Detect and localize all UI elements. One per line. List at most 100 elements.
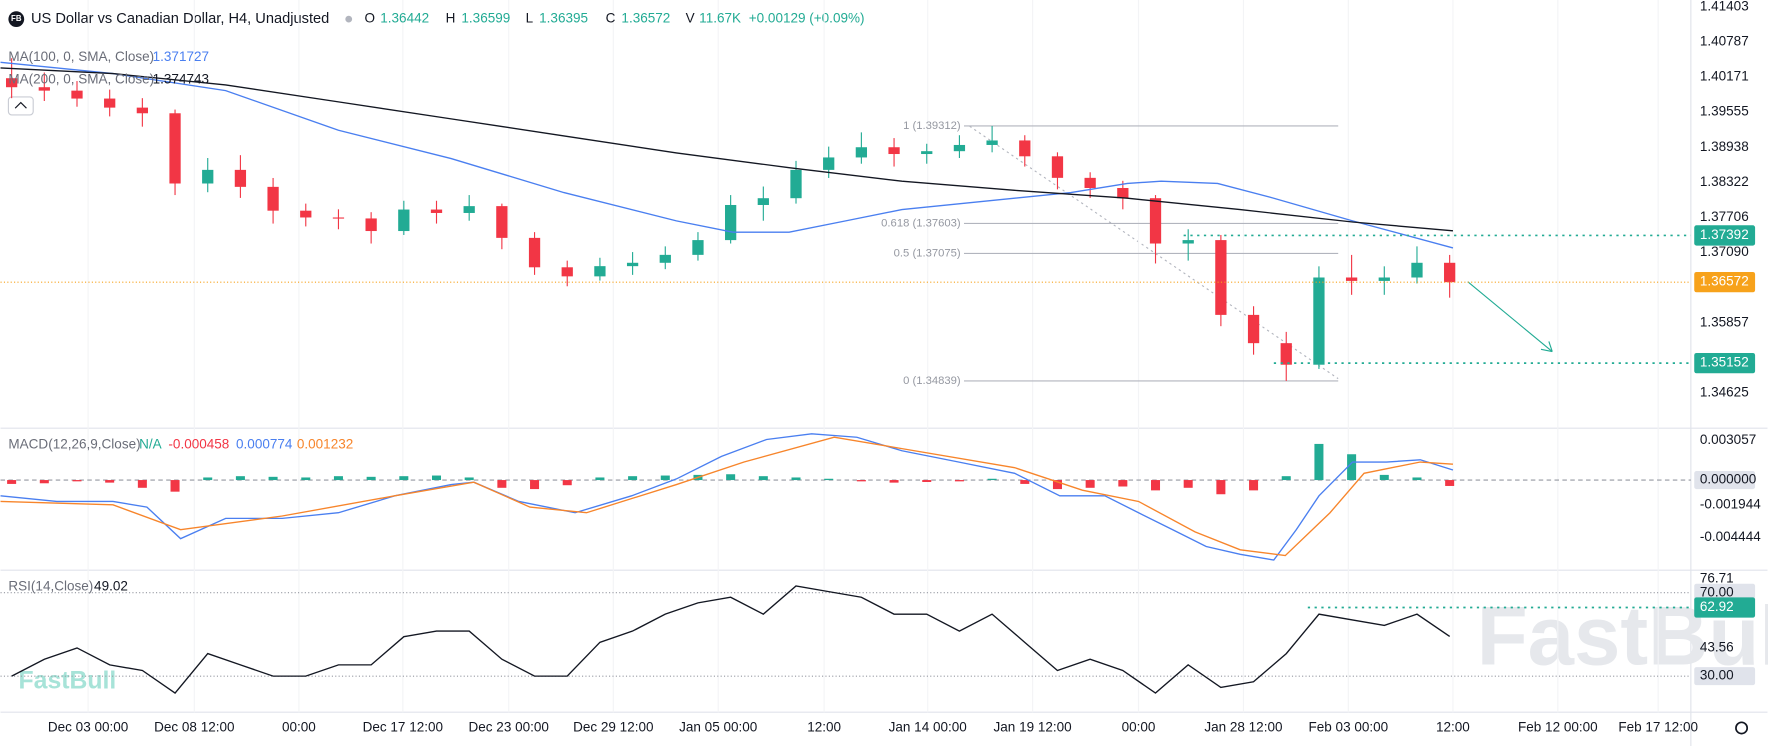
moving-average-line (0, 67, 1454, 232)
candle-body (855, 147, 868, 158)
y-tick-label: 1.37706 (1700, 209, 1749, 224)
price-label: 1.35152 (1700, 355, 1749, 370)
candle-body (561, 267, 573, 277)
histogram-bar (1412, 477, 1422, 481)
candle-body (659, 254, 671, 263)
x-tick-label: 12:00 (807, 720, 841, 735)
histogram-bar (203, 477, 213, 481)
x-tick-label: Feb 12 00:00 (1518, 720, 1598, 735)
price-label: 1.37392 (1700, 227, 1749, 242)
candle-body (463, 206, 475, 213)
histogram-bar (301, 477, 311, 481)
histogram-bar (758, 476, 768, 481)
candle-body (1215, 240, 1227, 315)
histogram-bar (1347, 454, 1357, 481)
legend-name: MA(200, 0, SMA, Close) (8, 72, 154, 87)
collapse-button[interactable] (7, 96, 34, 116)
price-label: 62.92 (1700, 599, 1734, 614)
legend-value: 0.001232 (297, 437, 353, 452)
y-tick-label: 43.56 (1700, 639, 1734, 654)
legend-value: 49.02 (94, 579, 128, 594)
y-tick-label: 1.38322 (1700, 174, 1749, 189)
indicator-status: N/A (139, 437, 162, 452)
candle-body (888, 147, 900, 155)
candle-body (5, 78, 18, 88)
candle-body (430, 209, 443, 213)
histogram-value: -0.000458 (168, 437, 229, 452)
histogram-bar (1052, 480, 1062, 490)
fib-label: 0.618 (1.37603) (881, 217, 961, 229)
ohlc-name: V (686, 11, 695, 26)
histogram-bar (889, 480, 899, 483)
x-tick-label: Feb 03 00:00 (1309, 720, 1389, 735)
price-label-box (1694, 272, 1756, 293)
legend-value: 1.374743 (153, 72, 209, 87)
candle-body (1182, 240, 1194, 244)
fib-label: 1 (1.39312) (903, 120, 961, 132)
histogram-bar (922, 480, 932, 482)
histogram-bar (1183, 480, 1193, 488)
ohlc-value: 1.36599 (461, 11, 510, 26)
candle-body (71, 90, 83, 99)
candle-body (202, 169, 214, 184)
histogram-bar (1151, 480, 1161, 491)
x-tick-label: Dec 17 12:00 (363, 720, 443, 735)
symbol-icon-text: FB (11, 14, 22, 23)
histogram-bar (1314, 443, 1324, 481)
candle-body (1084, 177, 1096, 188)
y-tick-label: 30.00 (1700, 668, 1734, 683)
macd-line (0, 436, 1454, 557)
change: +0.00129 (+0.09%) (749, 11, 865, 26)
histogram-bar (1249, 480, 1259, 491)
candle-body (1019, 140, 1031, 157)
histogram-bar (726, 474, 736, 481)
ohlc-name: L (526, 11, 534, 26)
histogram-bar (1379, 474, 1389, 481)
y-tick-box (1694, 471, 1756, 490)
candle-body (626, 262, 639, 267)
moving-average-line (0, 61, 1454, 249)
status-dot (345, 15, 353, 23)
histogram-bar (791, 477, 801, 481)
candle-body (169, 113, 181, 184)
indicator-title: MACD(12,26,9,Close) (8, 437, 140, 452)
forecast-arrow (1467, 281, 1553, 353)
candle-body (104, 98, 116, 108)
candle-body (921, 151, 933, 155)
legend-value: 1.371727 (153, 49, 209, 64)
symbol-icon (8, 11, 25, 28)
x-tick-label: 00:00 (282, 720, 316, 735)
histogram-bar (562, 480, 572, 486)
histogram-bar (1118, 480, 1128, 487)
y-tick-label: 1.40787 (1700, 33, 1749, 48)
x-tick-label: Feb 17 12:00 (1618, 720, 1698, 735)
candle-body (234, 169, 247, 187)
x-tick-label: Jan 05 00:00 (679, 720, 757, 735)
settings-button[interactable] (1735, 721, 1749, 735)
histogram-bar (824, 478, 834, 481)
indicator-title: RSI(14,Close) (8, 579, 93, 594)
histogram-bar (7, 480, 17, 484)
fib-label: 0 (1.34839) (903, 375, 961, 387)
candle-body (1247, 314, 1260, 344)
legend-name: MA(100, 0, SMA, Close) (8, 49, 154, 64)
candle-body (725, 204, 737, 241)
ohlc-value: 1.36395 (539, 11, 588, 26)
candle-body (1051, 156, 1064, 178)
price-label-box (1694, 225, 1756, 246)
histogram-bar (628, 476, 638, 481)
x-tick-label: Jan 19 12:00 (994, 720, 1072, 735)
histogram-bar (1085, 480, 1095, 488)
y-tick-label: 0.003057 (1700, 432, 1756, 447)
histogram-bar (856, 480, 866, 482)
price-label-box (1694, 352, 1756, 374)
histogram-bar (660, 475, 670, 481)
candle-body (1117, 187, 1129, 199)
candle-body (496, 206, 508, 238)
y-tick-label: 70.00 (1700, 584, 1734, 599)
header: US Dollar vs Canadian Dollar, H4, Unadju… (31, 11, 865, 27)
ohlc-value: 1.36442 (380, 11, 429, 26)
candle-body (398, 209, 410, 232)
